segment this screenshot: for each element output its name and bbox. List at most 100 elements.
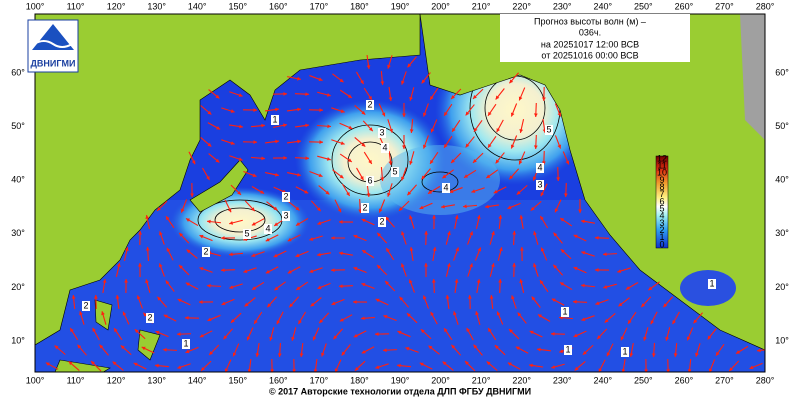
wind-arrow-head xyxy=(559,282,564,286)
wind-arrow-head xyxy=(207,317,212,322)
wind-arrow-head xyxy=(230,109,235,113)
wind-arrow-head xyxy=(517,312,522,317)
wind-arrow-head xyxy=(360,176,364,181)
contour-label: 2 xyxy=(147,312,152,322)
wind-arrow-head xyxy=(736,350,741,354)
wind-arrow-head xyxy=(375,365,380,369)
contour-label-bg xyxy=(545,125,553,135)
wind-arrow-head xyxy=(573,234,578,239)
wind-arrow-head xyxy=(452,127,456,132)
wind-arrow-head xyxy=(177,298,182,303)
wind-arrow-head xyxy=(663,303,668,308)
wind-arrow-head xyxy=(216,126,221,130)
wind-arrow-head xyxy=(265,237,270,242)
wind-arrow-head xyxy=(424,263,428,267)
wind-arrow-head xyxy=(317,221,322,225)
colorbar-label: 10 xyxy=(657,168,667,178)
contour-label: 3 xyxy=(283,210,288,220)
wind-arrow-head xyxy=(289,303,294,308)
wind-arrow-head xyxy=(185,282,190,287)
lon-label: 220° xyxy=(512,375,531,385)
wind-arrow-head xyxy=(269,336,273,341)
wind-arrow-head xyxy=(407,63,412,68)
wind-arrow-head xyxy=(134,329,139,334)
wind-arrow-head xyxy=(455,247,459,252)
wind-arrow-head xyxy=(498,215,503,219)
contour-label: 1 xyxy=(565,344,570,354)
wind-arrow-head xyxy=(304,189,309,194)
land-outside xyxy=(740,14,765,140)
contour-label: 2 xyxy=(283,191,288,201)
contour-label-bg xyxy=(708,279,716,289)
wind-arrow-head xyxy=(380,177,385,181)
wind-arrow-head xyxy=(533,231,537,236)
wind-arrow-head xyxy=(207,142,212,147)
wind-arrow-head xyxy=(375,298,380,303)
wind-arrow-head xyxy=(366,65,371,69)
wind-arrow-head xyxy=(597,335,601,340)
wind-arrow-head xyxy=(442,361,447,366)
wind-arrow-head xyxy=(333,335,338,340)
wind-arrow-head xyxy=(537,347,541,352)
wind-arrow-head xyxy=(466,327,471,332)
wind-arrow-head xyxy=(378,208,383,213)
lon-label: 180° xyxy=(350,375,369,385)
wind-arrow-head xyxy=(430,95,434,100)
wind-arrow-head xyxy=(339,251,343,256)
lon-label: 280° xyxy=(756,375,775,385)
wind-arrow-head xyxy=(465,111,470,116)
wind-arrow-head xyxy=(409,96,413,101)
wind-arrow-head xyxy=(551,365,556,369)
wind-arrow-head xyxy=(578,209,582,213)
wind-arrow-head xyxy=(476,215,481,220)
wind-arrow-head xyxy=(672,320,676,325)
wind-arrow-head xyxy=(687,369,692,372)
contour-label-bg xyxy=(536,180,544,190)
lon-label: 120° xyxy=(107,375,126,385)
wind-arrow-head xyxy=(423,112,427,117)
wind-arrow-head xyxy=(312,336,317,341)
wind-arrow-head xyxy=(133,362,138,367)
wind-arrow-head xyxy=(326,93,331,97)
colorbar-label: 11 xyxy=(657,161,666,171)
contour-label-bg xyxy=(271,115,279,125)
wind-arrow-head xyxy=(207,110,212,115)
wind-arrow-head xyxy=(551,298,556,303)
wind-arrow-head xyxy=(574,366,579,371)
wind-arrow-head xyxy=(275,107,279,112)
lon-label: 160° xyxy=(269,1,288,11)
wind-arrow-head xyxy=(473,344,478,349)
wind-arrow-head xyxy=(274,222,279,226)
wind-arrow-head xyxy=(316,207,321,212)
wind-arrow-head xyxy=(138,231,142,235)
wind-arrow-head xyxy=(430,159,434,164)
wind-arrow-head xyxy=(529,330,534,335)
contour-label-bg xyxy=(146,313,154,323)
wind-arrow-head xyxy=(540,247,545,252)
wind-arrow-head xyxy=(318,173,323,178)
wind-arrow-head xyxy=(206,176,210,181)
wind-arrow-head xyxy=(498,279,503,283)
wind-arrow-head xyxy=(276,320,281,325)
lon-label: 270° xyxy=(715,1,734,11)
wind-arrow-head xyxy=(581,219,585,224)
lon-label: 160° xyxy=(269,375,288,385)
wind-arrow-head xyxy=(432,247,437,251)
wind-arrow-head xyxy=(729,367,733,372)
issued: от 20251016 00:00 ВСВ xyxy=(541,50,638,60)
lat-label: 40° xyxy=(11,175,25,185)
contour-label-bg xyxy=(366,100,374,110)
wind-arrow-head xyxy=(409,160,413,165)
title-line: на 20251017 12:00 ВСВ xyxy=(541,39,639,49)
wind-arrow-head xyxy=(617,269,622,273)
lat-label: 60° xyxy=(11,67,25,77)
wind-arrow-head xyxy=(445,295,450,299)
contour-label: 6 xyxy=(367,175,372,185)
wind-arrow-head xyxy=(348,125,353,130)
wind-arrow-head xyxy=(305,156,309,161)
wind-arrow-head xyxy=(532,176,537,181)
wind-arrow-head xyxy=(353,333,358,338)
wind-arrow-head xyxy=(295,222,300,226)
wind-arrow-head xyxy=(253,108,257,112)
